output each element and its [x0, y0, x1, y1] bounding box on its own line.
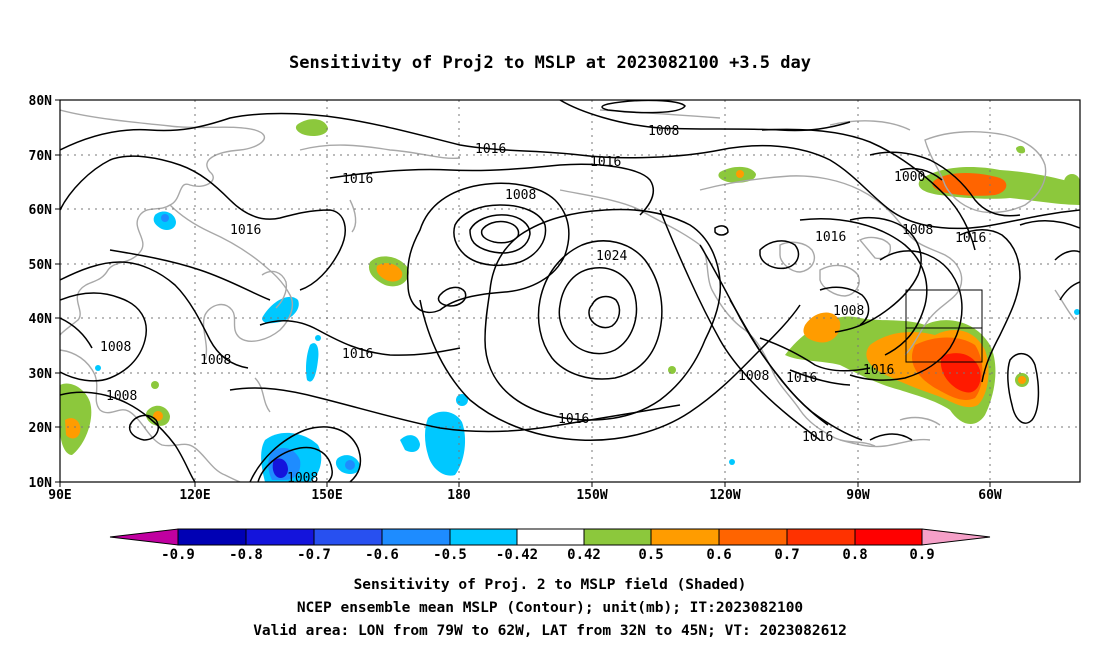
- colorbar-swatch: [449, 528, 518, 546]
- contour-label: 1008: [505, 188, 536, 203]
- colorbar-swatch: [854, 528, 923, 546]
- colorbar: [109, 528, 991, 546]
- lon-label: 60W: [978, 488, 1002, 503]
- shade-blue-kurils: [306, 343, 319, 382]
- contour-label: 1016: [475, 142, 506, 157]
- contour-label: 1008: [902, 223, 933, 238]
- lon-label: 120W: [709, 488, 740, 503]
- contour-label: 1000: [894, 170, 925, 185]
- contour-label: 1016: [802, 430, 833, 445]
- caption-line-1: Sensitivity of Proj. 2 to MSLP field (Sh…: [354, 577, 747, 593]
- contour-label: 1016: [863, 363, 894, 378]
- colorbar-label: -0.7: [297, 547, 331, 563]
- contour-label: 1016: [230, 223, 261, 238]
- contour-label: 1008: [287, 471, 318, 486]
- lat-label: 50N: [29, 258, 53, 273]
- colorbar-label: -0.6: [365, 547, 399, 563]
- shade-orange-alaska: [376, 263, 403, 282]
- colorbar-label: 0.6: [706, 547, 731, 563]
- shade-orange-gulf: [803, 312, 841, 343]
- map-area: 1008 1016 1016 1016 1016 1008 1024 1016 …: [60, 100, 1080, 486]
- contour-labels: 1008 1016 1016 1016 1016 1008 1024 1016 …: [100, 124, 986, 486]
- colorbar-triangle-max: [921, 528, 991, 546]
- contour-label: 1016: [342, 347, 373, 362]
- lat-label: 10N: [29, 476, 53, 491]
- colorbar-swatch: [313, 528, 383, 546]
- lon-label: 180: [447, 488, 471, 503]
- colorbar-label: -0.42: [496, 547, 538, 563]
- colorbar-triangle-min: [109, 528, 179, 546]
- latitude-labels: 80N 70N 60N 50N 40N 30N 20N 10N: [29, 94, 53, 491]
- contour-label: 1016: [342, 172, 373, 187]
- colorbar-label: 0.5: [638, 547, 663, 563]
- caption-line-2: NCEP ensemble mean MSLP (Contour); unit(…: [297, 600, 803, 616]
- colorbar-swatch: [583, 528, 652, 546]
- shade-green-arctic: [295, 119, 328, 136]
- colorbar-swatch: [516, 528, 585, 546]
- shade-green-asia-w: [60, 383, 92, 455]
- lon-label: 90W: [846, 488, 870, 503]
- contour-label: 1008: [106, 389, 137, 404]
- lon-label: 90E: [48, 488, 71, 503]
- colorbar-swatch: [650, 528, 720, 546]
- colorbar-swatch: [786, 528, 856, 546]
- colorbar-label: -0.5: [433, 547, 467, 563]
- shade-green-atlantic: [1016, 145, 1026, 154]
- valid-area-box: [905, 289, 983, 363]
- longitude-labels: 90E 120E 150E 180 150W 120W 90W 60W: [48, 488, 1002, 503]
- contour-label: 1016: [558, 412, 589, 427]
- colorbar-labels: -0.9 -0.8 -0.7 -0.6 -0.5 -0.42 0.42 0.5 …: [161, 547, 935, 563]
- shade-red-eastus: [940, 353, 981, 393]
- colorbar-label: 0.7: [774, 547, 799, 563]
- map-border: [59, 99, 1081, 483]
- contour-label: 1008: [833, 304, 864, 319]
- colorbar-swatch: [381, 528, 451, 546]
- lat-label: 60N: [29, 203, 53, 218]
- colorbar-label: 0.9: [909, 547, 934, 563]
- lat-label: 40N: [29, 312, 53, 327]
- contour-label: 1008: [648, 124, 679, 139]
- gridlines: [60, 100, 1080, 482]
- colorbar-label: -0.8: [229, 547, 263, 563]
- colorbar-swatch: [177, 528, 247, 546]
- lon-label: 150E: [311, 488, 342, 503]
- contour-label: 1008: [100, 340, 131, 355]
- colorbar-label: 0.42: [567, 547, 601, 563]
- colorbar-label: -0.9: [161, 547, 195, 563]
- caption-line-3: Valid area: LON from 79W to 62W, LAT fro…: [253, 623, 847, 639]
- lat-label: 80N: [29, 94, 53, 109]
- caption: Sensitivity of Proj. 2 to MSLP field (Sh…: [253, 577, 847, 639]
- mslp-contours: [60, 100, 1080, 482]
- contour-label: 1008: [200, 353, 231, 368]
- lat-label: 70N: [29, 149, 53, 164]
- shade-orange-asia-w: [65, 418, 81, 439]
- contour-label: 1024: [596, 249, 627, 264]
- lat-label: 20N: [29, 421, 53, 436]
- contour-label: 1008: [738, 369, 769, 384]
- lon-label: 150W: [576, 488, 607, 503]
- colorbar-swatch: [718, 528, 788, 546]
- shade-orange-greenland: [932, 173, 1007, 196]
- contour-label: 1016: [590, 155, 621, 170]
- axis-ticks: [55, 99, 991, 487]
- shade-blue-nw-pacific-dark: [272, 458, 288, 478]
- contour-label: 1016: [815, 230, 846, 245]
- colorbar-label: 0.8: [842, 547, 867, 563]
- contour-label: 1016: [955, 231, 986, 246]
- lon-label: 120E: [179, 488, 210, 503]
- colorbar-swatch: [245, 528, 315, 546]
- figure-title: Sensitivity of Proj2 to MSLP at 20230821…: [289, 53, 811, 73]
- contour-label: 1016: [786, 371, 817, 386]
- lat-label: 30N: [29, 367, 53, 382]
